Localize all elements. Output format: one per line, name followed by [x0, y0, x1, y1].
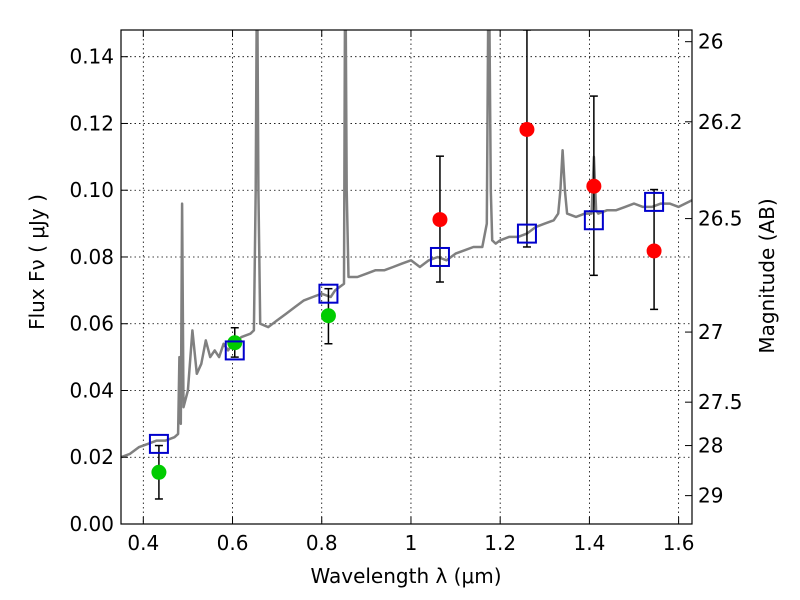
y-tick-label: 0.08 — [69, 245, 114, 269]
y2-tick-label: 28 — [698, 434, 723, 458]
y-axis-label: Flux Fν ( μJy ) — [25, 194, 49, 330]
model-point — [516, 223, 537, 244]
y2-tick-label: 26 — [698, 30, 723, 54]
x-axis-label: Wavelength λ (μm) — [310, 564, 501, 588]
y2-tick-label: 27 — [698, 320, 723, 344]
observed-point — [151, 464, 167, 480]
observed-point — [227, 335, 243, 351]
y-tick-label: 0.04 — [69, 378, 114, 402]
y-tick-label: 0.06 — [69, 312, 114, 336]
y-tick-labels: 0.00 0.02 0.04 0.06 0.08 0.10 0.12 0.14 — [69, 45, 114, 536]
y2-tick-labels: 26 26.2 26.5 27 27.5 28 29 — [698, 30, 743, 508]
observed-point — [519, 121, 535, 137]
x-tick-label: 0.4 — [127, 531, 159, 555]
observed-point — [586, 178, 602, 194]
model-point — [148, 433, 169, 454]
x-tick-label: 1.2 — [484, 531, 516, 555]
y2-tick-label: 26.5 — [698, 207, 743, 231]
model-point — [583, 210, 604, 231]
x-tick-label: 0.6 — [217, 531, 249, 555]
y-tick-label: 0.02 — [69, 445, 114, 469]
plot-area — [121, 30, 692, 500]
y2-axis-label: Magnitude (AB) — [755, 198, 779, 353]
ticks — [121, 30, 692, 525]
x-tick-labels: 0.4 0.6 0.8 1 1.2 1.4 1.6 — [127, 531, 694, 555]
x-tick-label: 1 — [405, 531, 418, 555]
plot-frame — [120, 29, 693, 525]
model-point — [429, 246, 450, 267]
y-tick-label: 0.10 — [69, 178, 114, 202]
x-tick-label: 0.8 — [306, 531, 338, 555]
y-tick-label: 0.00 — [69, 512, 114, 536]
observed-point — [432, 212, 448, 228]
observed-points — [151, 121, 662, 480]
y2-tick-label: 26.2 — [698, 110, 743, 134]
model-point — [644, 191, 665, 212]
model-point — [318, 283, 339, 304]
observed-point — [320, 308, 336, 324]
y2-tick-label: 29 — [698, 484, 723, 508]
y-tick-label: 0.12 — [69, 111, 114, 135]
model-points — [148, 191, 665, 454]
observed-point — [646, 243, 662, 259]
x-tick-label: 1.4 — [573, 531, 605, 555]
y2-tick-label: 27.5 — [698, 390, 743, 414]
spectrum-line — [121, 30, 692, 459]
x-tick-label: 1.6 — [663, 531, 695, 555]
plot-background — [121, 30, 692, 524]
model-point — [224, 340, 245, 361]
y-tick-label: 0.14 — [69, 45, 114, 69]
